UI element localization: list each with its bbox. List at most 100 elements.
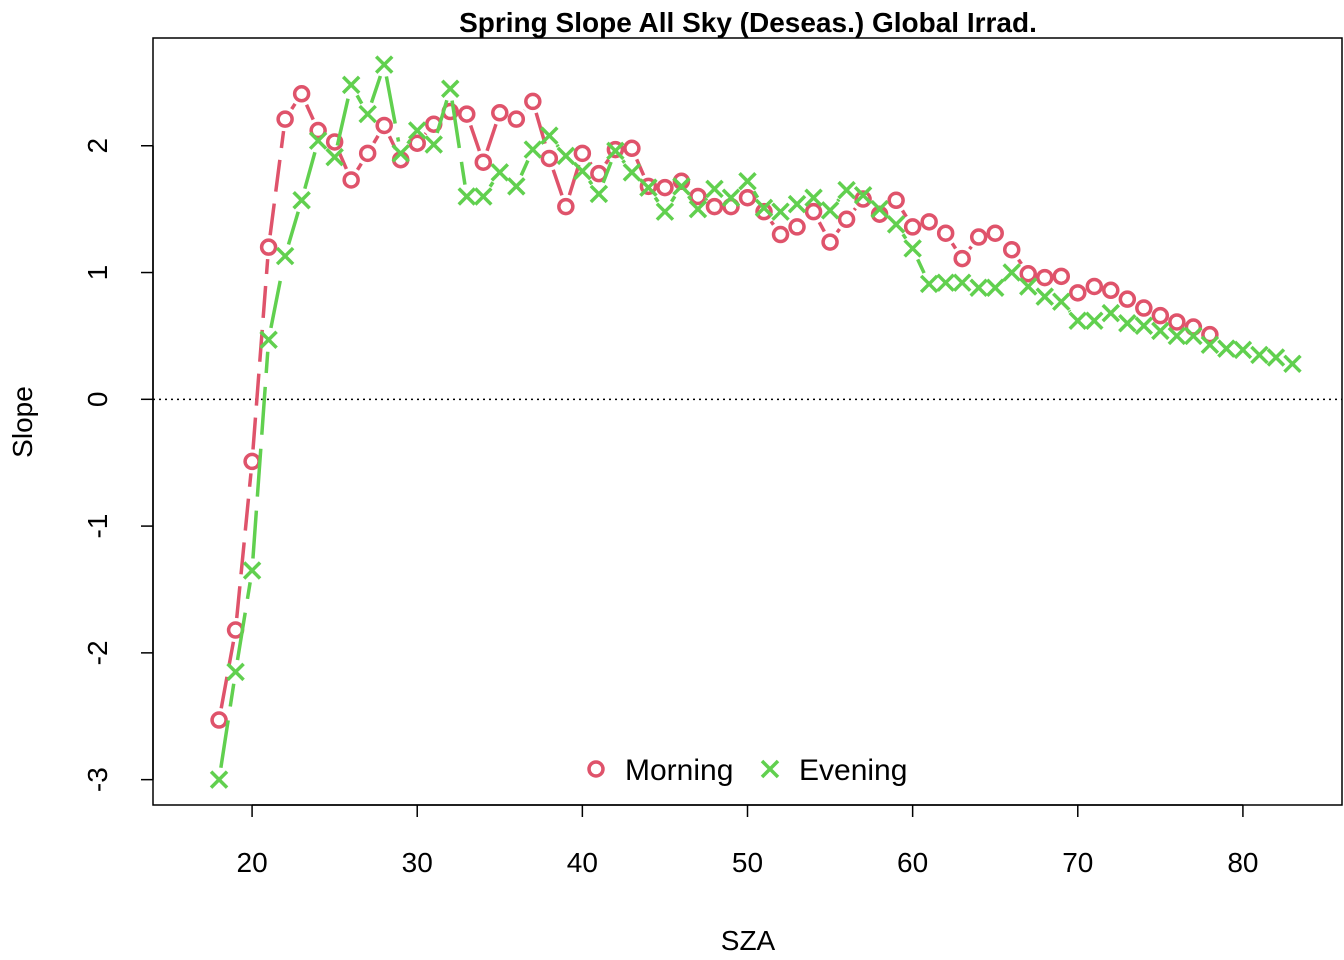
x-tick-label: 40 bbox=[567, 847, 598, 878]
data-point-morning bbox=[243, 452, 261, 471]
data-point-evening bbox=[771, 202, 790, 221]
series-segment-morning bbox=[372, 134, 380, 144]
data-point-morning bbox=[507, 110, 526, 128]
x-tick-label: 30 bbox=[402, 847, 433, 878]
series-segment-morning bbox=[900, 209, 908, 218]
series-layer bbox=[209, 55, 1302, 789]
legend-marker-evening bbox=[760, 759, 780, 779]
x-tick-label: 60 bbox=[897, 847, 928, 878]
data-point-evening bbox=[853, 185, 873, 205]
series-segment-morning bbox=[852, 207, 857, 212]
data-point-evening bbox=[985, 278, 1005, 297]
data-point-evening bbox=[490, 163, 510, 182]
series-segment-evening bbox=[488, 181, 495, 188]
data-point-evening bbox=[391, 144, 410, 163]
data-point-morning bbox=[557, 197, 575, 216]
y-tick-label: -1 bbox=[82, 514, 113, 539]
series-segment-evening bbox=[369, 75, 383, 104]
data-point-evening bbox=[754, 198, 774, 218]
series-segment-evening bbox=[836, 198, 841, 203]
legend-label-evening: Evening bbox=[799, 754, 907, 787]
series-segment-evening bbox=[286, 211, 300, 246]
data-point-evening bbox=[1250, 345, 1269, 365]
series-segment-evening bbox=[235, 582, 252, 661]
data-point-evening bbox=[804, 188, 823, 207]
data-point-evening bbox=[1266, 348, 1286, 367]
data-point-evening bbox=[1068, 311, 1088, 330]
data-point-evening bbox=[886, 215, 906, 234]
data-point-evening bbox=[919, 274, 939, 294]
legend-symbol-morning bbox=[587, 760, 605, 778]
data-point-evening bbox=[1052, 292, 1071, 311]
series-segment-morning bbox=[234, 473, 253, 619]
data-point-morning bbox=[1168, 313, 1186, 331]
data-point-evening bbox=[589, 184, 609, 204]
data-point-morning bbox=[309, 121, 327, 140]
data-point-morning bbox=[821, 233, 839, 251]
data-point-evening bbox=[292, 191, 311, 210]
data-point-evening bbox=[622, 163, 642, 182]
data-point-evening bbox=[308, 131, 328, 150]
data-point-evening bbox=[1018, 277, 1038, 296]
series-segment-evening bbox=[916, 258, 926, 274]
legend-item-morning: Morning bbox=[587, 754, 733, 787]
data-point-evening bbox=[556, 146, 576, 166]
x-tick-label: 50 bbox=[732, 847, 763, 878]
series-segment-morning bbox=[835, 227, 841, 234]
data-point-evening bbox=[259, 330, 278, 349]
data-point-evening bbox=[1035, 287, 1054, 306]
data-point-morning bbox=[903, 218, 922, 236]
series-segment-evening bbox=[519, 159, 530, 177]
data-point-evening bbox=[969, 278, 988, 297]
data-point-morning bbox=[854, 190, 872, 208]
data-point-evening bbox=[606, 141, 625, 161]
data-point-evening bbox=[1118, 314, 1137, 333]
series-segment-evening bbox=[435, 99, 449, 134]
data-point-evening bbox=[672, 177, 691, 196]
y-axis-label: Slope bbox=[7, 386, 38, 458]
series-segment-morning bbox=[1017, 258, 1023, 265]
series-segment-evening bbox=[384, 76, 401, 142]
legend: Morning Evening bbox=[587, 754, 907, 787]
series-segment-evening bbox=[450, 100, 467, 185]
data-point-morning bbox=[524, 92, 542, 111]
series-segment-morning bbox=[337, 152, 348, 170]
data-point-evening bbox=[457, 187, 477, 206]
x-tick-label: 20 bbox=[237, 847, 268, 878]
series-segment-morning bbox=[468, 124, 482, 152]
data-point-morning bbox=[771, 225, 790, 244]
legend-label-morning: Morning bbox=[625, 754, 733, 787]
data-point-morning bbox=[837, 210, 856, 229]
series-segment-evening bbox=[406, 139, 412, 145]
series-segment-evening bbox=[653, 196, 660, 203]
data-point-evening bbox=[787, 194, 807, 214]
data-point-morning bbox=[969, 228, 988, 246]
data-point-morning bbox=[458, 105, 476, 123]
data-point-evening bbox=[424, 135, 443, 154]
series-evening bbox=[209, 55, 1302, 789]
series-segment-morning bbox=[290, 102, 297, 111]
data-point-evening bbox=[705, 179, 724, 199]
data-point-evening bbox=[903, 239, 922, 258]
data-point-evening bbox=[721, 188, 741, 207]
data-point-evening bbox=[1184, 326, 1203, 346]
data-point-evening bbox=[441, 79, 460, 98]
data-point-morning bbox=[292, 85, 311, 103]
data-point-morning bbox=[1036, 268, 1054, 287]
data-point-morning bbox=[656, 178, 674, 197]
data-point-evening bbox=[688, 199, 708, 219]
x-axis-label: SZA bbox=[721, 925, 776, 956]
data-point-evening bbox=[952, 273, 972, 292]
data-point-morning bbox=[738, 188, 757, 207]
data-point-morning bbox=[210, 711, 228, 729]
data-point-morning bbox=[1118, 290, 1137, 308]
series-segment-evening bbox=[335, 96, 351, 146]
series-segment-morning bbox=[817, 221, 826, 233]
data-point-morning bbox=[1102, 281, 1120, 300]
data-point-morning bbox=[920, 213, 938, 231]
series-segment-evening bbox=[1067, 309, 1072, 313]
series-segment-evening bbox=[601, 161, 613, 184]
series-morning bbox=[210, 85, 1219, 729]
series-segment-morning bbox=[968, 245, 973, 251]
data-point-evening bbox=[639, 178, 658, 197]
